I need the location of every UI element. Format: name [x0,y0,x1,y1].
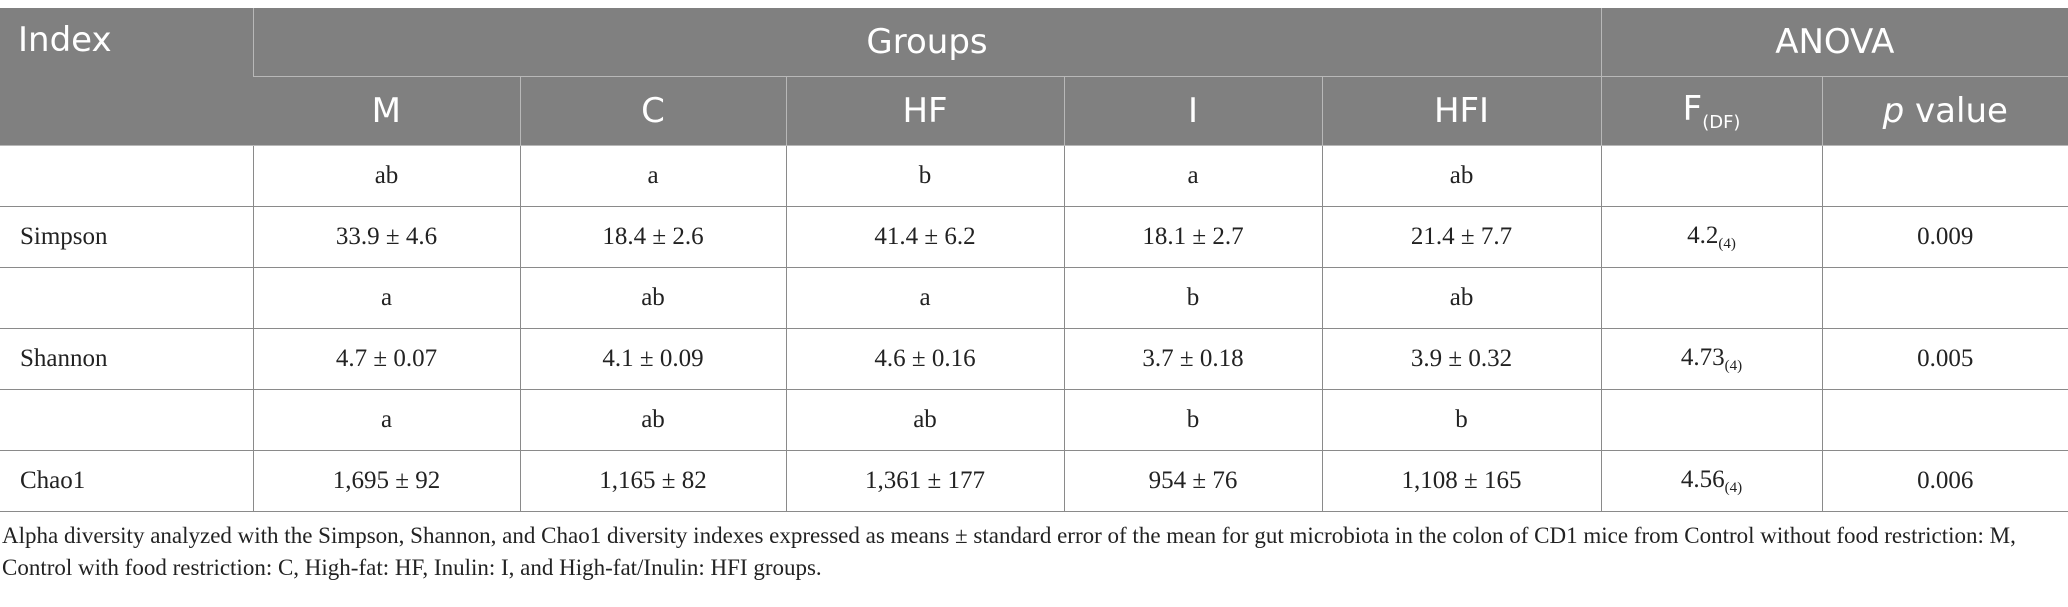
table-row: Shannon 4.7 ± 0.07 4.1 ± 0.09 4.6 ± 0.16 3.7… [0,328,2068,390]
f-value-cell [1600,389,1823,451]
group-value-cell: a [252,389,521,451]
f-df: (4) [1724,479,1743,496]
header-col-hfi: HFI [1321,76,1602,146]
f-value-cell: 4.2(4) [1600,206,1823,268]
group-value-cell: ab [519,267,787,329]
group-value-cell: 4.1 ± 0.09 [519,328,787,390]
group-value-cell: 18.1 ± 2.7 [1063,206,1323,268]
group-value-cell: 4.7 ± 0.07 [252,328,521,390]
group-value-cell: ab [1321,267,1602,329]
table-caption: Alpha diversity analyzed with the Simpso… [2,523,2016,580]
f-value: 4.2 [1687,221,1719,249]
group-value-cell: a [1063,145,1323,207]
alpha-diversity-table: Index Groups ANOVA M C HF I HFI F(DF) p … [0,8,2068,512]
p-value-cell: 0.009 [1821,206,2068,268]
header-p-italic: p [1882,91,1905,131]
group-value-cell: 1,165 ± 82 [519,450,787,512]
p-value-cell [1821,389,2068,451]
group-value-cell: b [785,145,1065,207]
p-value-cell: 0.005 [1821,328,2068,390]
f-value: 4.73 [1680,343,1725,371]
header-col-p: p value [1821,76,2068,146]
f-value-cell: 4.56(4) [1600,450,1823,512]
group-value-cell: b [1321,389,1602,451]
table-wrapper: Index Groups ANOVA M C HF I HFI F(DF) p … [0,8,2068,584]
group-value-cell: 41.4 ± 6.2 [785,206,1065,268]
group-value-cell: 1,695 ± 92 [252,450,521,512]
row-index-cell: Simpson [0,206,254,268]
f-df: (4) [1724,357,1743,374]
f-value-cell [1600,145,1823,207]
f-value-cell [1600,267,1823,329]
header-anova: ANOVA [1600,8,2068,77]
group-value-cell: 3.7 ± 0.18 [1063,328,1323,390]
table-row: Simpson 33.9 ± 4.6 18.4 ± 2.6 41.4 ± 6.2 18.… [0,206,2068,268]
header-col-i: I [1063,76,1322,146]
table-row: Chao1 1,695 ± 92 1,165 ± 82 1,361 ± 177 954 … [0,450,2068,512]
p-value-cell [1821,145,2068,207]
row-index-cell: Chao1 [0,450,254,512]
f-df: (4) [1718,235,1736,252]
group-value-cell: ab [1321,145,1602,207]
row-index-cell [0,267,254,329]
group-value-cell: a [785,267,1065,329]
group-value-cell: ab [785,389,1065,451]
f-value: 4.56 [1680,465,1725,493]
group-value-cell: b [1063,389,1323,451]
header-col-m: M [253,76,520,146]
header-p-rest: value [1904,91,2008,131]
group-value-cell: 21.4 ± 7.7 [1321,206,1602,268]
table-body: ab a b a ab Simpson 33.9 ± 4.6 18.4 ± 2.6 41.4 ±… [0,145,2068,512]
group-value-cell: 33.9 ± 4.6 [252,206,521,268]
header-col-c: C [519,76,786,146]
header-row-1: Index Groups ANOVA [0,8,2068,146]
row-index-cell [0,389,254,451]
group-value-cell: ab [252,145,521,207]
header-row-2: M C HF I HFI F(DF) p value [0,76,2068,146]
group-value-cell: 954 ± 76 [1063,450,1323,512]
group-value-cell: 18.4 ± 2.6 [519,206,787,268]
p-value-cell: 0.006 [1821,450,2068,512]
header-col-hf: HF [785,76,1064,146]
header-f-label: F [1682,89,1703,130]
table-row: a ab ab b b [0,389,2068,451]
f-value-cell: 4.73(4) [1600,328,1823,390]
group-value-cell: 1,108 ± 165 [1321,450,1602,512]
group-value-cell: ab [519,389,787,451]
group-value-cell: 4.6 ± 0.16 [785,328,1065,390]
header-index: Index [0,8,253,146]
header-f-sub: (DF) [1702,111,1741,133]
group-value-cell: 3.9 ± 0.32 [1321,328,1602,390]
row-index-cell [0,145,254,207]
row-index-cell: Shannon [0,328,254,390]
group-value-cell: b [1063,267,1323,329]
group-value-cell: 1,361 ± 177 [785,450,1065,512]
p-value-cell [1821,267,2068,329]
header-groups: Groups [252,8,1602,77]
header-col-f: F(DF) [1600,76,1823,146]
group-value-cell: a [519,145,787,207]
table-row: ab a b a ab [0,145,2068,207]
table-row: a ab a b ab [0,267,2068,329]
group-value-cell: a [252,267,521,329]
